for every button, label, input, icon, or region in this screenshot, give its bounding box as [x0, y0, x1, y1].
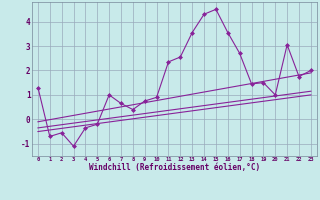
X-axis label: Windchill (Refroidissement éolien,°C): Windchill (Refroidissement éolien,°C)	[89, 163, 260, 172]
